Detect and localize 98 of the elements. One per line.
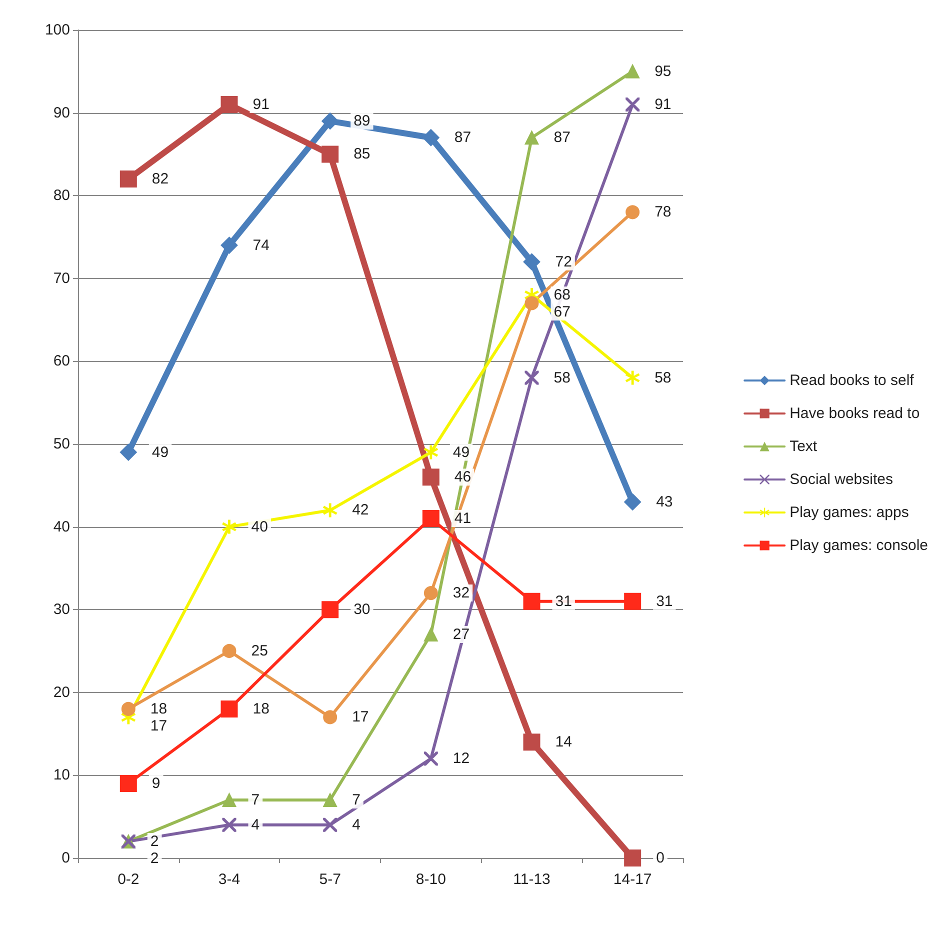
point: [220, 236, 238, 254]
data-label: 27: [452, 626, 470, 643]
data-label: 42: [352, 502, 369, 519]
data-label: 9: [152, 774, 160, 792]
data-label: 7: [352, 792, 360, 809]
point: [523, 734, 540, 751]
x-tick-label: 8-10: [416, 871, 446, 888]
data-label: 18: [252, 700, 270, 718]
data-label: 2: [150, 832, 159, 850]
point: [220, 96, 238, 114]
data-label: 32: [452, 584, 470, 602]
data-label: 82: [152, 170, 169, 188]
y-tick-label: 80: [53, 187, 70, 204]
y-tick-label: 50: [53, 436, 70, 452]
point: [220, 700, 238, 718]
x-tick-label: 14-17: [613, 871, 652, 888]
x-tick-label: 0-2: [118, 871, 140, 888]
data-label: 12: [452, 750, 470, 768]
data-label: 4: [352, 816, 360, 834]
point: [624, 592, 642, 610]
data-label: 87: [554, 129, 570, 146]
data-label: 18: [150, 700, 168, 718]
data-label: 2: [150, 850, 159, 867]
x-tick-label: 11-13: [513, 871, 550, 888]
point: [120, 444, 137, 461]
data-label: 68: [554, 286, 570, 304]
data-label: 49: [452, 444, 470, 461]
point: [323, 503, 338, 518]
point: [322, 112, 339, 130]
point: [322, 601, 339, 618]
point: [323, 710, 338, 724]
legend-label: Read books to self: [790, 372, 915, 389]
point: [222, 793, 236, 808]
y-tick-label: 10: [53, 766, 70, 784]
y-tick-label: 60: [53, 352, 70, 370]
point: [523, 592, 540, 610]
legend-label: Social websites: [790, 471, 893, 488]
y-tick-label: 70: [53, 270, 70, 287]
point: [323, 793, 338, 808]
data-label: 67: [554, 303, 570, 320]
y-tick-label: 100: [44, 22, 70, 38]
data-label: 95: [654, 62, 672, 80]
data-label: 31: [555, 592, 572, 610]
point: [424, 627, 438, 642]
data-label: 89: [354, 112, 370, 130]
point: [222, 644, 236, 658]
data-label: 0: [656, 850, 664, 866]
x-tick-label: 3-4: [218, 871, 240, 888]
point: [524, 296, 539, 310]
data-label: 72: [555, 253, 572, 270]
y-tick-label: 40: [53, 518, 70, 536]
point: [626, 205, 640, 220]
point: [624, 850, 642, 866]
legend-label: Have books read to: [790, 405, 920, 422]
data-label: 58: [554, 369, 570, 386]
point: [121, 702, 136, 716]
point: [523, 253, 540, 270]
data-label: 41: [454, 510, 472, 528]
point: [422, 510, 440, 528]
y-tick-label: 0: [62, 850, 70, 866]
point: [626, 64, 640, 78]
point: [524, 130, 539, 145]
point: [422, 129, 440, 146]
data-label: 46: [454, 468, 472, 486]
data-label: 91: [654, 96, 672, 114]
data-label: 91: [252, 96, 270, 114]
data-label: 49: [152, 444, 169, 461]
y-tick-label: 20: [53, 684, 70, 701]
data-label: 74: [252, 236, 270, 254]
point: [322, 146, 339, 163]
data-label: 40: [251, 518, 268, 536]
point: [424, 445, 438, 460]
data-label: 25: [251, 642, 268, 660]
y-tick-label: 30: [53, 601, 70, 618]
point: [222, 520, 236, 534]
y-tick-label: 90: [53, 104, 70, 122]
x-tick-label: 5-7: [319, 871, 341, 888]
point: [624, 493, 642, 510]
data-label: 58: [654, 369, 672, 386]
legend-label: Play games: apps: [790, 504, 909, 521]
data-label: 85: [354, 146, 370, 163]
data-label: 43: [656, 493, 673, 510]
data-label: 17: [352, 708, 369, 726]
point: [120, 170, 137, 188]
point: [424, 586, 438, 600]
point: [626, 370, 640, 385]
data-label: 30: [354, 601, 370, 618]
data-label: 17: [150, 717, 168, 734]
data-label: 14: [555, 734, 572, 751]
point: [422, 468, 440, 486]
point: [120, 774, 137, 792]
data-label: 87: [454, 129, 472, 146]
data-label: 4: [251, 816, 260, 834]
data-label: 31: [656, 592, 673, 610]
legend-label: Play games: console: [790, 537, 928, 554]
legend-label: Text: [790, 438, 818, 455]
data-label: 78: [654, 204, 672, 221]
data-label: 7: [251, 792, 260, 809]
